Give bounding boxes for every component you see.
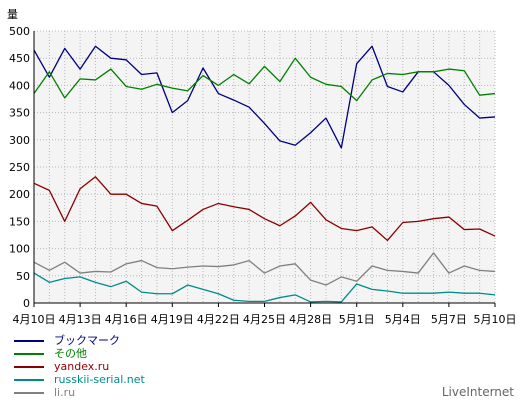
x-tick-label: 4月25日: [243, 313, 286, 326]
axes: 0 50 100 150 200 250 300 350 400 450 500 4月10日 4月13日…: [9, 25, 517, 326]
legend-item: ブックマーク: [14, 334, 145, 347]
x-tick-label: 5月10日: [474, 313, 517, 326]
legend-item: li.ru: [14, 386, 145, 399]
x-tick-label: 4月28日: [289, 313, 332, 326]
y-tick-label: 100: [9, 243, 30, 256]
x-tick-label: 5月1日: [339, 313, 375, 326]
x-tick-label: 4月22日: [197, 313, 240, 326]
y-tick-label: 150: [9, 215, 30, 228]
legend-swatch: [14, 339, 44, 342]
legend-swatch: [14, 391, 44, 394]
x-tick-label: 5月7日: [431, 313, 467, 326]
x-tick-label: 4月13日: [59, 313, 102, 326]
x-tick-label: 5月4日: [385, 313, 421, 326]
y-tick-label: 500: [9, 25, 30, 38]
legend-label: li.ru: [54, 386, 76, 399]
y-tick-label: 0: [23, 297, 30, 310]
series-group: [33, 45, 496, 303]
grid: [33, 30, 496, 304]
y-tick-label: 50: [16, 270, 30, 283]
legend-label: ブックマーク: [54, 334, 120, 347]
legend-swatch: [14, 378, 44, 381]
x-tick-label: 4月10日: [13, 313, 56, 326]
legend-item: yandex.ru: [14, 360, 145, 373]
x-tick-label: 4月19日: [151, 313, 194, 326]
y-tick-label: 250: [9, 161, 30, 174]
series-line: [33, 252, 496, 286]
series-line: [33, 176, 496, 242]
y-tick-label: 350: [9, 107, 30, 120]
legend-label: その他: [54, 347, 87, 360]
y-tick-label: 300: [9, 134, 30, 147]
y-tick-label: 400: [9, 79, 30, 92]
brand-label: LiveInternet: [441, 385, 514, 399]
series-line: [33, 272, 496, 303]
y-tick-label: 200: [9, 188, 30, 201]
y-tick-label: 450: [9, 52, 30, 65]
y-axis-label: 量: [7, 8, 18, 21]
legend-label: russkii-serial.net: [54, 373, 145, 386]
x-tick-label: 4月16日: [105, 313, 148, 326]
legend-item: russkii-serial.net: [14, 373, 145, 386]
series-line: [33, 57, 496, 102]
legend-item: その他: [14, 347, 145, 360]
legend: ブックマーク その他 yandex.ru russkii-serial.net li.r…: [14, 334, 145, 399]
legend-swatch: [14, 352, 44, 355]
legend-swatch: [14, 365, 44, 368]
legend-label: yandex.ru: [54, 360, 110, 373]
